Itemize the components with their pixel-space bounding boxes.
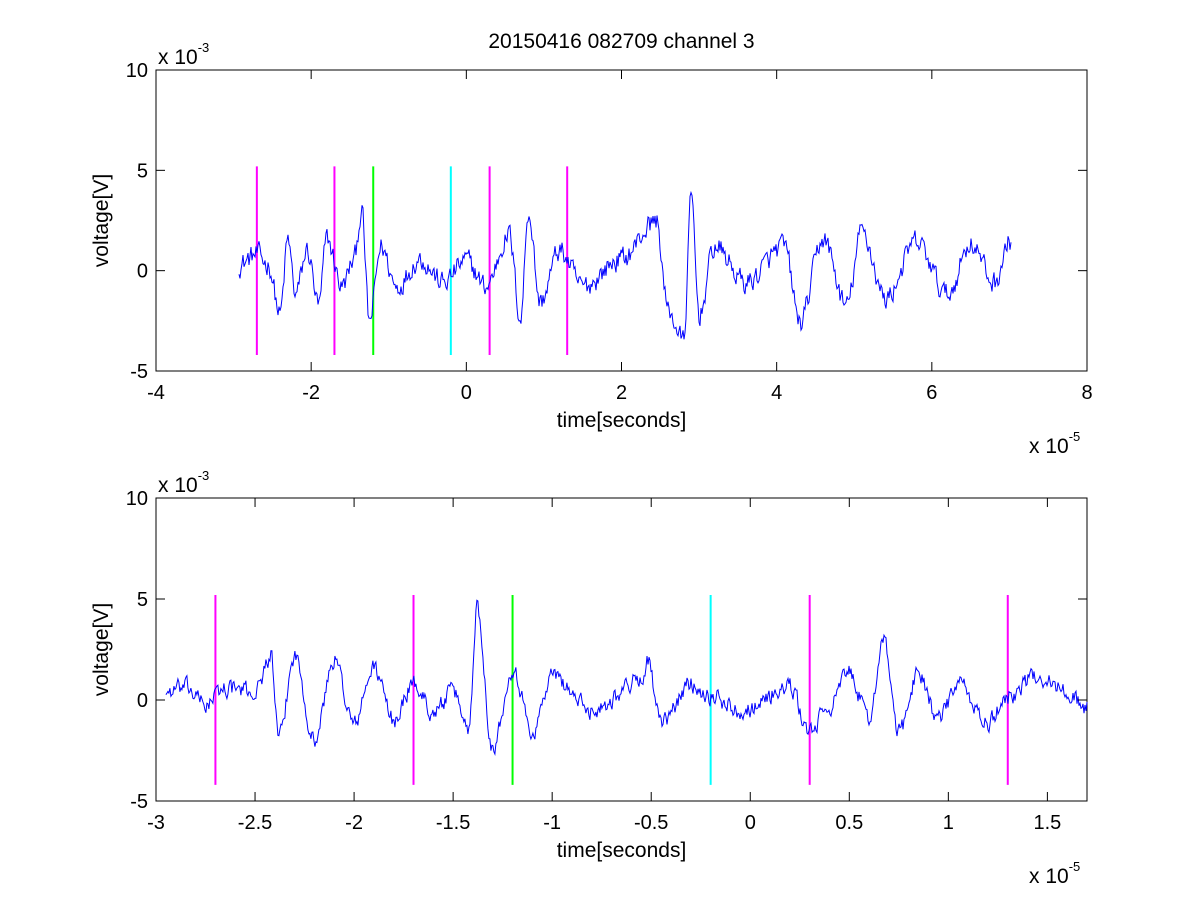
y-tick-label: 10 xyxy=(126,60,148,82)
x-axis-label: time[seconds] xyxy=(557,409,687,432)
x-tick-label: 0 xyxy=(745,812,756,834)
x-tick-label: 6 xyxy=(926,382,937,404)
y-axis-multiplier: x 10-3 xyxy=(158,468,209,497)
top-plot: 20150416 082709 channel 3 -4 -2 0 2 4 6 8 -5 0 5 10… xyxy=(90,30,1093,458)
voltage-series-line xyxy=(238,190,1012,340)
x-axis-multiplier: x 10-5 xyxy=(1029,859,1080,888)
voltage-series-line xyxy=(165,599,1088,756)
y-axis-label: voltage[V] xyxy=(90,174,113,267)
x-tick-label: 4 xyxy=(771,382,782,404)
axes-box xyxy=(155,497,1088,802)
x-tick-label: -2 xyxy=(302,382,320,404)
y-tick-label: -5 xyxy=(130,791,148,813)
x-tick-label: 1.5 xyxy=(1033,812,1061,834)
y-axis-label: voltage[V] xyxy=(90,603,113,696)
y-tick-label: 5 xyxy=(137,589,148,611)
x-tick-label: -2 xyxy=(345,812,363,834)
y-tick-label: 10 xyxy=(126,488,148,510)
x-axis-label: time[seconds] xyxy=(557,839,687,862)
y-tick-label: 0 xyxy=(137,261,148,283)
x-tick-label: -0.5 xyxy=(634,812,668,834)
x-tick-label: -2.5 xyxy=(238,812,272,834)
y-tick-label: 0 xyxy=(137,690,148,712)
x-tick-label: 1 xyxy=(943,812,954,834)
x-tick-label: 0.5 xyxy=(835,812,863,834)
x-tick-label: -1 xyxy=(543,812,561,834)
y-tick-label: 5 xyxy=(137,160,148,182)
y-tick-label: -5 xyxy=(130,361,148,383)
x-tick-label: 0 xyxy=(461,382,472,404)
y-axis-multiplier: x 10-3 xyxy=(158,40,209,69)
bottom-plot: -3 -2.5 -2 -1.5 -1 -0.5 0 0.5 1 1.5 -5 0 5 10 time[sec… xyxy=(90,468,1088,888)
x-axis-multiplier: x 10-5 xyxy=(1029,429,1080,458)
x-tick-label: -1.5 xyxy=(436,812,470,834)
x-tick-label: -4 xyxy=(147,382,165,404)
x-tick-label: -3 xyxy=(147,812,165,834)
x-tick-label: 8 xyxy=(1081,382,1092,404)
chart-title: 20150416 082709 channel 3 xyxy=(488,30,754,53)
x-tick-label: 2 xyxy=(616,382,627,404)
